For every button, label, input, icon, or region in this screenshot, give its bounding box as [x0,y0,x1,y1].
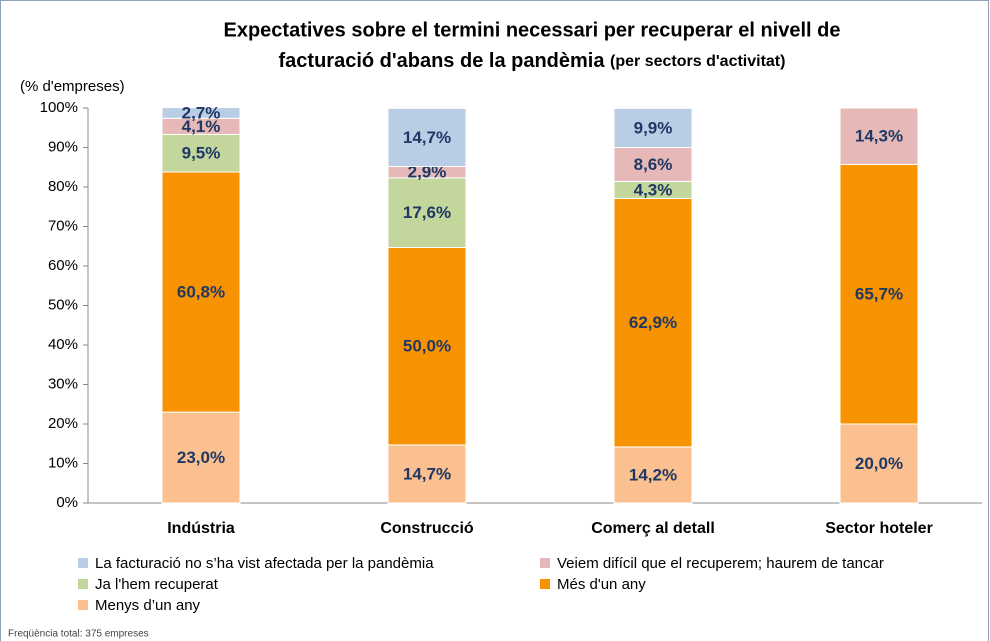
bar-segment [613,107,693,148]
data-label: 14,7% [403,128,451,147]
chart-title: facturació d'abans de la pandèmia [279,50,606,72]
y-tick-label: 10% [48,454,78,471]
bar-segment [387,444,467,504]
y-axis-label: (% d'empreses) [20,78,125,95]
chart-title: Expectatives sobre el termini necessari … [224,19,841,41]
bar-segment [613,446,693,504]
data-label: 14,7% [403,464,451,483]
bar-segment [161,133,241,173]
x-tick-label: Sector hoteler [825,520,933,537]
y-tick-label: 80% [48,178,78,195]
chart-subtitle: (per sectors d'activitat) [610,53,785,70]
bar-segment [161,107,241,119]
y-tick-label: 70% [48,217,78,234]
data-label: 9,9% [634,118,673,137]
chart-title: facturació d'abans de la pandèmia (per s… [279,50,786,72]
bar-segment [161,171,241,413]
legend-swatch [78,579,88,589]
data-label: 62,9% [629,313,677,332]
legend-label: La facturació no s’ha vist afectada per … [95,555,434,572]
legend-swatch [78,558,88,568]
y-tick-label: 0% [56,494,78,511]
data-label: 8,6% [634,155,673,174]
bar-segment [387,246,467,446]
y-tick-label: 30% [48,375,78,392]
data-label: 17,6% [403,203,451,222]
x-tick-label: Indústria [167,520,235,537]
y-tick-label: 40% [48,336,78,353]
bar-segment [839,163,919,425]
data-label: 2,7% [182,103,221,122]
bar-segment [161,411,241,504]
y-tick-label: 50% [48,296,78,313]
legend-swatch [78,600,88,610]
legend-swatch [540,579,550,589]
x-tick-label: Construcció [380,520,474,537]
y-tick-label: 90% [48,138,78,155]
data-label: 23,0% [177,448,225,467]
y-tick-label: 20% [48,415,78,432]
legend-label: Més d'un any [557,576,646,593]
note: Freqüència total: 375 empreses [8,629,149,640]
bar-segment [839,107,919,165]
data-label: 14,3% [855,127,903,146]
data-label: 20,0% [855,454,903,473]
legend-swatch [540,558,550,568]
data-label: 14,2% [629,465,677,484]
bar-segment [839,423,919,504]
x-tick-label: Comerç al detall [591,520,715,537]
bar-segment [613,197,693,448]
data-label: 9,5% [182,144,221,163]
legend-label: Veiem difícil que el recuperem; haurem d… [557,555,884,572]
y-tick-label: 100% [40,99,78,116]
data-label: 65,7% [855,285,903,304]
y-tick-label: 60% [48,257,78,274]
bar-segment [387,107,467,167]
legend-label: Ja l'hem recuperat [95,576,219,593]
bar-segment [387,177,467,248]
data-label: 50,0% [403,337,451,356]
data-label: 4,1% [182,117,221,136]
data-label: 2,9% [408,163,447,182]
data-label: 4,3% [634,180,673,199]
legend-label: Menys d’un any [95,597,201,614]
data-label: 60,8% [177,283,225,302]
